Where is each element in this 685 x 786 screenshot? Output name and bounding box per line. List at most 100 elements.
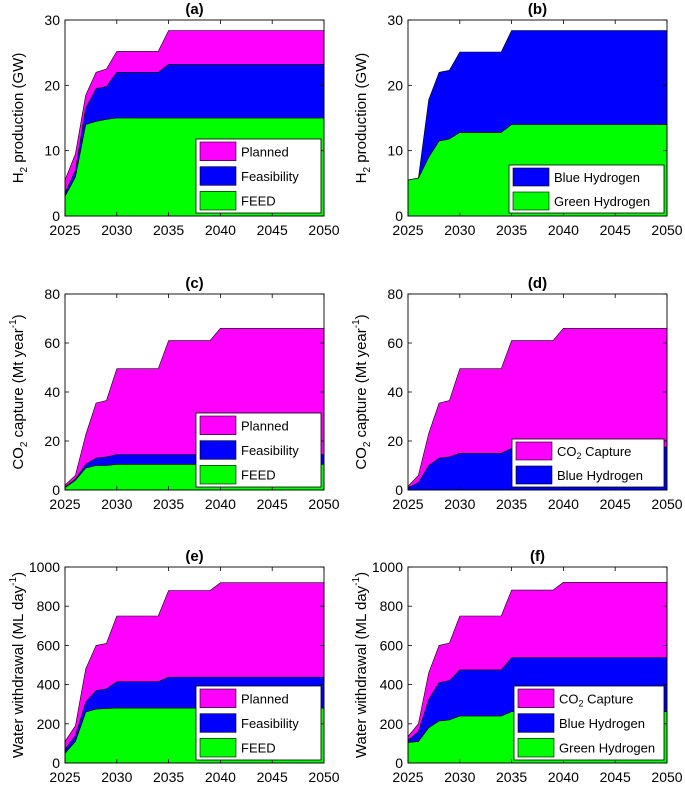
legend-label-green-hydrogen: Green Hydrogen [559,741,655,756]
y-tick-label: 1000 [372,559,403,575]
x-tick-label: 2040 [548,496,579,512]
legend-swatch-green-hydrogen [517,738,555,758]
x-tick-label: 2030 [101,222,132,238]
x-tick-label: 2050 [308,769,339,785]
legend-swatch-feed [199,738,237,758]
legend-label-co2-capture: CO2 Capture [557,444,631,461]
y-tick-label: 80 [44,286,60,302]
y-tick-label: 200 [380,716,404,732]
panel-c: (c)2025 2030 2035 2040 2045 2050020406080CO2 … [8,275,340,512]
legend-swatch-planned [199,688,237,708]
legend: CO2 Capture Blue Hydrogen Green Hydrogen [513,685,665,761]
x-tick-label: 2040 [205,769,236,785]
axes-box [407,566,668,764]
x-tick-label: 2025 [392,769,423,785]
legend-label-co2-capture: CO2 Capture [559,691,633,708]
legend-swatch-green-hydrogen [512,191,550,211]
y-tick-label: 30 [44,12,60,28]
y-axis-label: H2 production (GW) [10,53,30,184]
x-tick-label: 2045 [257,222,288,238]
legend-label-planned: Planned [241,144,289,159]
panel-title: (b) [528,1,547,18]
x-tick-label: 2025 [49,769,80,785]
legend-swatch-feed [199,191,237,211]
y-tick-label: 600 [37,637,61,653]
x-tick-label: 2035 [153,496,184,512]
legend-swatch-co2-capture [517,688,555,708]
x-tick-label: 2040 [548,222,579,238]
y-tick-label: 10 [387,143,403,159]
x-tick-label: 2045 [600,496,631,512]
legend-swatch-feasibility [199,713,237,733]
y-axis-label: CO2 capture (Mt year-1) [351,314,373,469]
x-tick-label: 2050 [651,496,682,512]
panel-e: (e) 2025 2030 2035 2040 2045 2050 0 200 400 600 800… [8,548,340,785]
legend-swatch-planned [199,415,237,435]
y-tick-label: 800 [380,598,404,614]
x-tick-label: 2025 [392,496,423,512]
legend-label-green-hydrogen: Green Hydrogen [554,194,650,209]
legend-label-feasibility: Feasibility [241,716,299,731]
y-tick-label: 200 [37,716,61,732]
x-tick-label: 2040 [205,222,236,238]
axes-box [64,19,325,217]
x-tick-label: 2040 [548,769,579,785]
x-tick-label: 2030 [101,496,132,512]
y-axis-label: Water withdrawal (ML day-1) [351,572,370,758]
x-tick-label: 2035 [153,222,184,238]
y-axis-label: H2 production (GW) [353,53,373,184]
x-tick-label: 2035 [496,222,527,238]
y-tick-label: 0 [52,755,60,771]
legend: CO2 Capture Blue Hydrogen [511,438,665,488]
legend: Planned Feasibility FEED [195,685,322,761]
legend-label-blue-hydrogen: Blue Hydrogen [559,716,645,731]
y-tick-label: 1000 [29,559,60,575]
x-tick-label: 2040 [205,496,236,512]
x-tick-label: 2025 [49,496,80,512]
y-tick-label: 400 [37,677,61,693]
legend-label-planned: Planned [241,418,289,433]
y-tick-label: 400 [380,677,404,693]
axes-box [64,566,325,764]
y-tick-label: 40 [387,384,403,400]
x-tick-label: 2030 [444,496,475,512]
panel-title: (c) [185,275,203,292]
y-tick-label: 800 [37,598,61,614]
legend: Blue Hydrogen Green Hydrogen [508,164,665,214]
x-tick-label: 2050 [651,769,682,785]
legend-label-blue-hydrogen: Blue Hydrogen [554,170,640,185]
panel-title: (e) [185,548,203,565]
legend-label-blue-hydrogen: Blue Hydrogen [557,468,643,483]
y-tick-label: 20 [44,77,60,93]
y-tick-label: 20 [387,77,403,93]
x-tick-label: 2025 [49,222,80,238]
legend-swatch-planned [199,141,237,161]
x-tick-label: 2050 [308,496,339,512]
x-tick-label: 2045 [600,222,631,238]
x-tick-label: 2045 [600,769,631,785]
y-tick-label: 20 [44,433,60,449]
x-tick-label: 2030 [444,769,475,785]
y-tick-label: 60 [387,335,403,351]
legend-swatch-feed [199,465,237,485]
y-tick-label: 0 [395,208,403,224]
y-tick-label: 10 [44,143,60,159]
x-tick-label: 2025 [392,222,423,238]
y-axis-label: Water withdrawal (ML day-1) [8,572,27,758]
legend-label-feasibility: Feasibility [241,443,299,458]
x-tick-label: 2050 [651,222,682,238]
y-tick-label: 0 [52,482,60,498]
y-tick-label: 60 [44,335,60,351]
panel-title: (f) [530,548,545,565]
legend-swatch-blue-hydrogen [515,465,553,485]
y-tick-label: 600 [380,637,404,653]
legend-label-feed: FEED [241,468,276,483]
legend-swatch-feasibility [199,166,237,186]
y-tick-label: 30 [387,12,403,28]
x-tick-label: 2030 [101,769,132,785]
x-tick-label: 2030 [444,222,475,238]
y-axis-label: CO2 capture (Mt year-1) [8,314,30,469]
